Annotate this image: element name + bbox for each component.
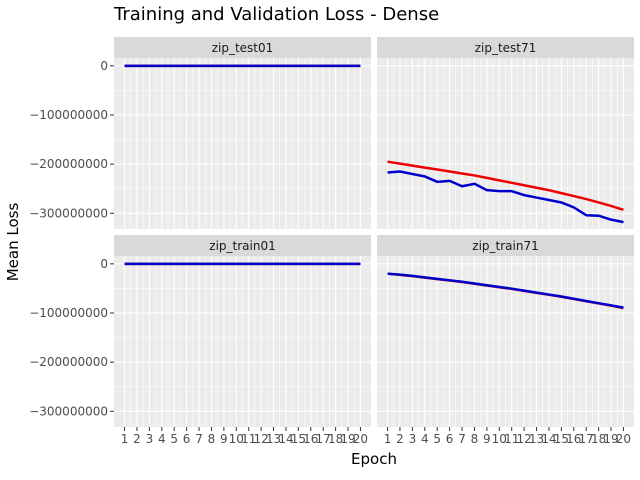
x-tick-label: 3 bbox=[146, 432, 154, 446]
series-line-blue bbox=[387, 272, 624, 309]
x-tick-label: 14 bbox=[278, 432, 293, 446]
x-tick-label: 2 bbox=[396, 432, 404, 446]
x-tick-label: 8 bbox=[471, 432, 479, 446]
x-tick-label: 19 bbox=[603, 432, 618, 446]
y-tick-label: −300000000 bbox=[29, 404, 108, 418]
series-line-red bbox=[387, 160, 624, 212]
x-tick-label: 5 bbox=[170, 432, 178, 446]
y-tick-label: −100000000 bbox=[29, 108, 108, 122]
x-tick-label: 10 bbox=[492, 432, 507, 446]
x-tick-label: 3 bbox=[409, 432, 417, 446]
y-tick-label: −300000000 bbox=[29, 206, 108, 220]
facet-zip-test01: zip_test01 0 −100000000 −200000000 −30000000… bbox=[29, 37, 371, 229]
facet-strip-label: zip_test01 bbox=[212, 41, 274, 55]
x-tick-label: 15 bbox=[291, 432, 306, 446]
y-tick-label: 0 bbox=[100, 257, 108, 271]
facet-strip-label: zip_train71 bbox=[472, 239, 538, 253]
x-tick-label: 20 bbox=[616, 432, 631, 446]
x-tick-label: 6 bbox=[183, 432, 191, 446]
x-tick-label: 14 bbox=[541, 432, 556, 446]
facet-strip bbox=[114, 37, 371, 58]
facet-panels: zip_test01 0 −100000000 −200000000 −30000000… bbox=[29, 37, 634, 446]
x-tick-label: 16 bbox=[566, 432, 581, 446]
x-tick-label: 2 bbox=[133, 432, 141, 446]
x-tick-label: 12 bbox=[516, 432, 531, 446]
x-tick-label: 8 bbox=[208, 432, 216, 446]
facet-strip bbox=[114, 235, 371, 256]
x-tick-label: 15 bbox=[554, 432, 569, 446]
facet-zip-test71: zip_test71 bbox=[377, 37, 634, 229]
x-tick-label: 13 bbox=[266, 432, 281, 446]
y-tick-label: −200000000 bbox=[29, 355, 108, 369]
series-line-blue bbox=[387, 170, 624, 224]
x-tick-label: 20 bbox=[353, 432, 368, 446]
facet-strip bbox=[377, 235, 634, 256]
facet-strip-label: zip_train01 bbox=[209, 239, 275, 253]
y-axis-title: Mean Loss bbox=[4, 203, 22, 282]
x-tick-label: 12 bbox=[253, 432, 268, 446]
x-tick-label: 7 bbox=[458, 432, 466, 446]
x-tick-label: 7 bbox=[195, 432, 203, 446]
x-tick-label: 19 bbox=[340, 432, 355, 446]
x-tick-label: 1 bbox=[384, 432, 392, 446]
x-tick-label: 1 bbox=[121, 432, 129, 446]
facet-strip bbox=[377, 37, 634, 58]
x-tick-label: 9 bbox=[483, 432, 491, 446]
x-tick-label: 16 bbox=[303, 432, 318, 446]
x-axis-title: Epoch bbox=[351, 450, 397, 468]
x-tick-label: 4 bbox=[158, 432, 166, 446]
facet-strip-label: zip_test71 bbox=[475, 41, 537, 55]
x-tick-label: 11 bbox=[241, 432, 256, 446]
y-tick-label: −200000000 bbox=[29, 157, 108, 171]
y-tick-label: 0 bbox=[100, 59, 108, 73]
y-tick-label: −100000000 bbox=[29, 306, 108, 320]
x-tick-label: 6 bbox=[446, 432, 454, 446]
x-tick-label: 11 bbox=[504, 432, 519, 446]
x-tick-label: 4 bbox=[421, 432, 429, 446]
chart-title: Training and Validation Loss - Dense bbox=[113, 4, 439, 25]
facet-zip-train01: zip_train01 0 −100000000 −200000000 −3000000… bbox=[29, 235, 371, 446]
x-tick-label: 17 bbox=[316, 432, 331, 446]
x-tick-label: 18 bbox=[591, 432, 606, 446]
x-tick-label: 5 bbox=[433, 432, 441, 446]
x-tick-label: 13 bbox=[529, 432, 544, 446]
x-tick-label: 10 bbox=[229, 432, 244, 446]
x-tick-label: 18 bbox=[328, 432, 343, 446]
x-tick-label: 9 bbox=[220, 432, 228, 446]
x-tick-label: 17 bbox=[579, 432, 594, 446]
